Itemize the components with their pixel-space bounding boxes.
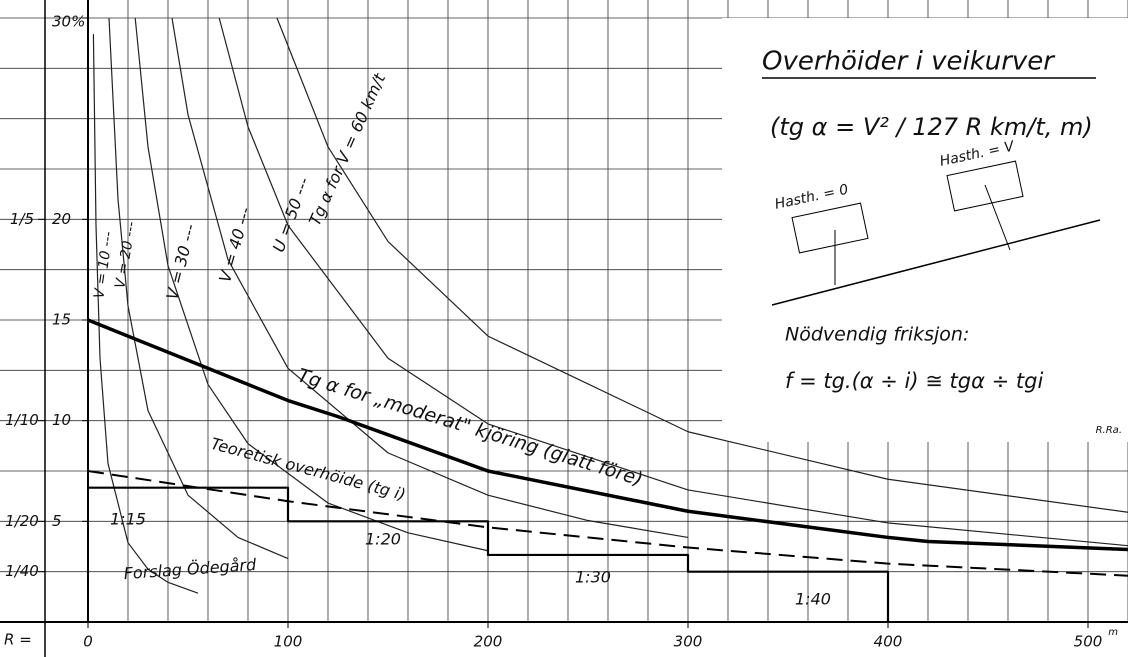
y-tick-label: 30% [52,13,85,31]
x-tick-label: 100 [274,633,303,651]
x-axis-label: R = [4,631,32,649]
y-tick-label: 15 [52,311,71,329]
x-unit: m [1108,627,1118,638]
x-tick-label: 200 [474,633,503,651]
x-tick-label: 400 [874,633,903,651]
step-label: 1:40 [795,590,831,609]
chart-title: Overhöider i veikurver [762,47,1056,77]
x-tick-label: 500 [1074,633,1103,651]
step-label: 1:30 [575,568,611,587]
y-tick-label: 5 [52,512,62,530]
slope-tick-label: 1/5 [10,210,34,228]
step-label: 1:15 [110,510,146,529]
step-label: 1:20 [365,530,401,549]
chart: R = m V = 10 --- V = 20 --- V = 30 --- V… [0,0,1128,657]
formula: (tg α = V² / 127 R km/t, m) [770,113,1093,141]
x-tick-label: 300 [674,633,703,651]
y-tick-label: 10 [52,411,71,429]
friction-title: Nödvendig friksjon: [785,324,969,346]
signature: R.Ra. [1096,425,1122,436]
friction-formula: f = tg.(α ÷ i) ≅ tgα ÷ tgi [785,369,1043,393]
x-tick-label: 0 [83,633,93,651]
slope-tick-label: 1/10 [5,411,39,429]
slope-tick-label: 1/40 [5,562,39,580]
y-tick-label: 20 [52,210,71,228]
slope-tick-label: 1/20 [5,512,39,530]
